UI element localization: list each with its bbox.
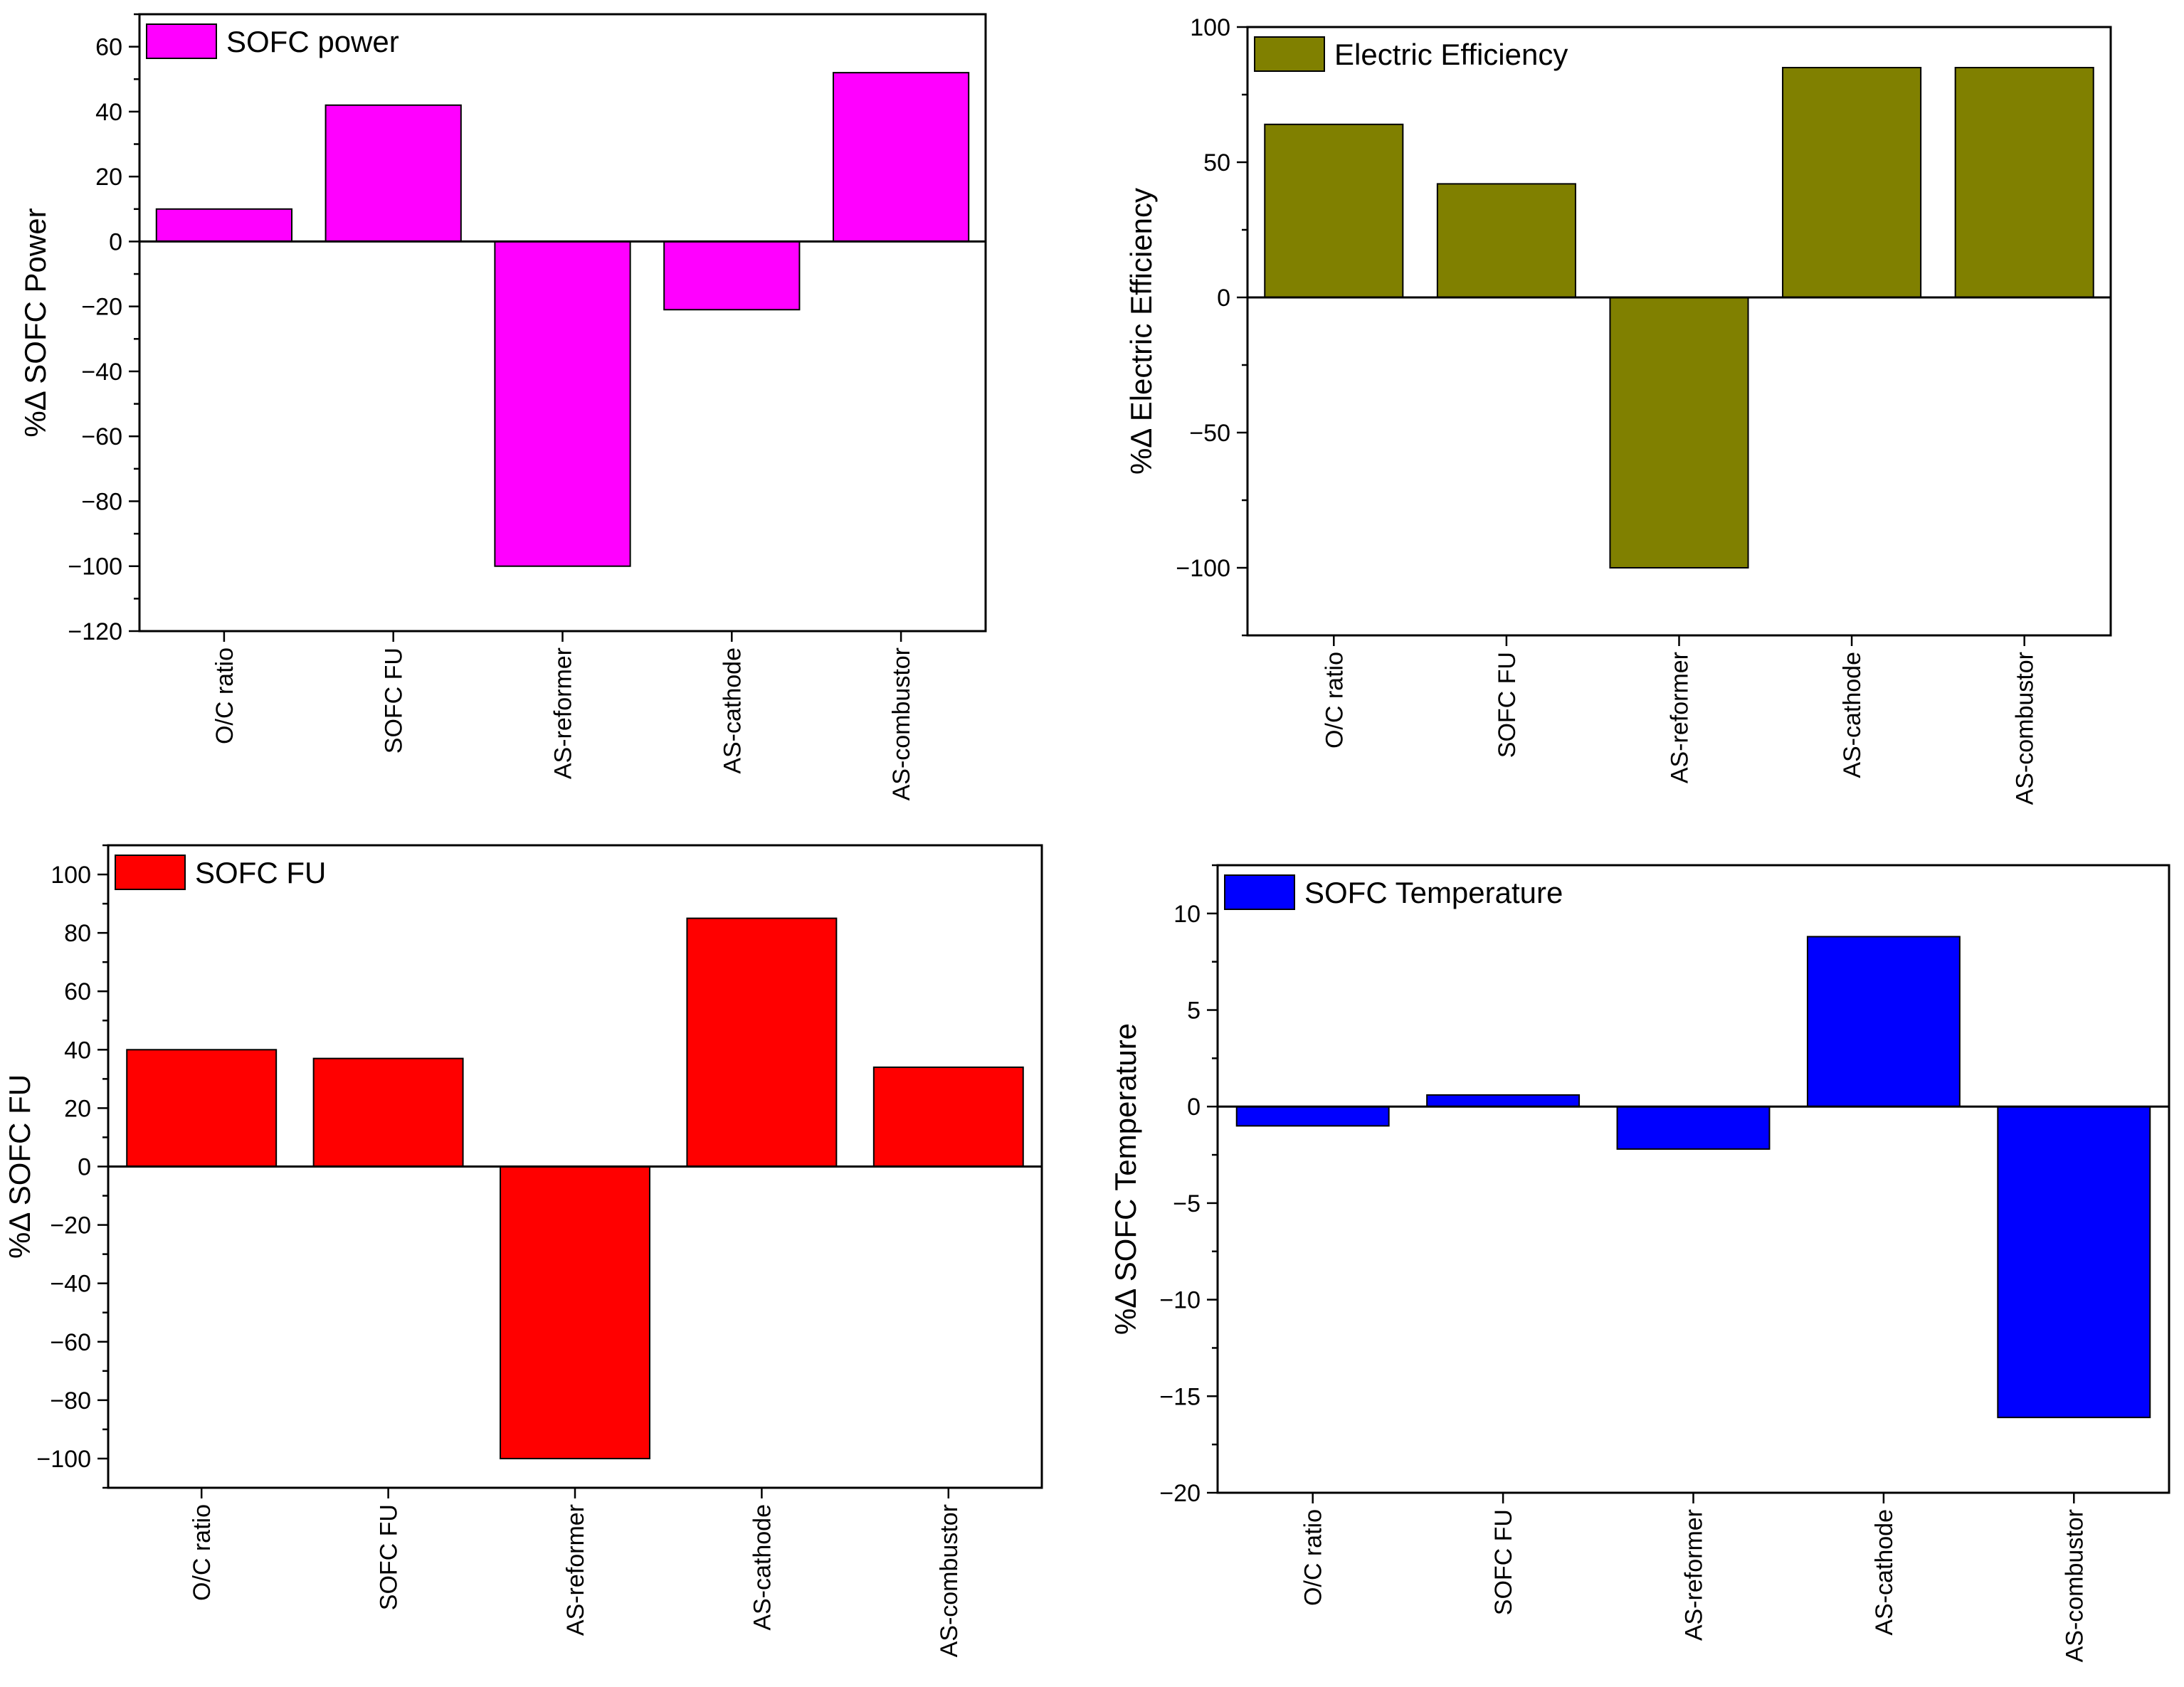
legend-label: Electric Efficiency: [1334, 38, 1568, 71]
y-tick-label: 40: [64, 1037, 91, 1064]
y-tick-label: −50: [1189, 420, 1230, 447]
x-tick-label: SOFC FU: [376, 1504, 403, 1610]
y-tick-label: 100: [51, 862, 91, 889]
y-tick-label: −20: [1159, 1480, 1201, 1507]
legend-swatch: [115, 855, 186, 890]
y-tick-label: −80: [50, 1387, 91, 1414]
x-tick-label: O/C ratio: [1321, 652, 1348, 749]
y-axis-title: %Δ SOFC Temperature: [1109, 1023, 1142, 1335]
x-tick-label: O/C ratio: [211, 647, 238, 744]
bar-as-combustor: [832, 72, 970, 243]
bar-sofc-fu: [325, 104, 462, 243]
y-tick-label: 5: [1187, 998, 1201, 1025]
bar-as-combustor: [872, 1066, 1024, 1168]
y-tick-label: 10: [1173, 901, 1201, 928]
bar-as-cathode: [663, 240, 801, 311]
bar-as-cathode: [1782, 67, 1922, 298]
y-tick-label: 0: [109, 228, 122, 255]
y-tick-label: −60: [50, 1329, 91, 1356]
y-tick-label: −60: [81, 423, 122, 450]
bar-o-c-ratio: [126, 1049, 278, 1168]
bar-as-combustor: [1997, 1106, 2151, 1419]
y-axis-title: %Δ Electric Efficiency: [1124, 188, 1158, 475]
legend-label: SOFC Temperature: [1304, 876, 1563, 909]
y-tick-label: 50: [1203, 149, 1230, 176]
x-tick-label: AS-combustor: [936, 1504, 963, 1657]
x-tick-label: SOFC FU: [381, 647, 408, 753]
x-tick-label: AS-reformer: [1681, 1509, 1708, 1641]
x-tick-label: SOFC FU: [1490, 1509, 1517, 1615]
x-tick-label: AS-cathode: [1871, 1509, 1898, 1636]
y-tick-label: −20: [81, 294, 122, 321]
y-tick-label: −5: [1173, 1190, 1201, 1217]
x-tick-label: AS-reformer: [550, 647, 577, 779]
bar-as-combustor: [1954, 67, 2094, 298]
bar-sofc-fu: [1436, 183, 1576, 298]
x-tick-label: AS-combustor: [2012, 652, 2039, 805]
legend-label: SOFC FU: [195, 856, 326, 889]
legend-swatch: [1254, 36, 1325, 72]
x-tick-label: AS-reformer: [562, 1504, 589, 1636]
chart-panel-4: 10 5 0 −5 −10 −15 −20 O/C ratio SOFC FU AS-reform…: [1109, 864, 2170, 1662]
x-tick-label: AS-combustor: [888, 647, 915, 800]
y-tick-label: 0: [1187, 1094, 1201, 1121]
y-tick-label: −100: [36, 1446, 91, 1473]
y-tick-label: 60: [95, 34, 122, 61]
y-tick-label: 100: [1190, 14, 1230, 41]
bar-as-cathode: [686, 917, 838, 1168]
bar-sofc-fu: [312, 1057, 464, 1168]
y-tick-label: 0: [78, 1154, 91, 1181]
x-tick-label: O/C ratio: [1300, 1509, 1327, 1606]
x-tick-label: AS-reformer: [1667, 652, 1694, 783]
bar-o-c-ratio: [155, 208, 293, 243]
y-tick-label: 60: [64, 978, 91, 1005]
y-axis-title: %Δ SOFC Power: [19, 208, 52, 437]
y-tick-label: −100: [1176, 555, 1230, 582]
y-tick-label: 20: [95, 164, 122, 191]
bar-as-reformer: [500, 1165, 650, 1459]
y-tick-label: −10: [1159, 1287, 1201, 1314]
chart-panel-2: 100 50 0 −50 −100 O/C ratio SOFC FU AS-reformer…: [1124, 14, 2112, 805]
y-tick-label: −80: [81, 488, 122, 515]
y-tick-label: 20: [64, 1095, 91, 1122]
legend-swatch: [146, 23, 217, 59]
y-tick-label: 40: [95, 99, 122, 126]
legend-swatch: [1224, 874, 1295, 910]
bar-o-c-ratio: [1264, 123, 1404, 298]
y-tick-label: −100: [68, 554, 122, 581]
x-tick-label: AS-cathode: [749, 1504, 776, 1631]
bar-as-reformer: [1609, 297, 1749, 568]
y-tick-label: −20: [50, 1212, 91, 1239]
bar-sofc-fu: [1426, 1094, 1581, 1108]
bar-as-reformer: [494, 240, 631, 567]
y-tick-label: 0: [1217, 285, 1230, 312]
y-tick-label: −15: [1159, 1383, 1201, 1410]
y-tick-label: −120: [68, 618, 122, 645]
y-axis-title: %Δ SOFC FU: [3, 1074, 36, 1259]
bar-as-reformer: [1616, 1106, 1771, 1150]
x-tick-label: AS-combustor: [2061, 1509, 2088, 1662]
bar-as-cathode: [1806, 936, 1961, 1108]
legend-label: SOFC power: [226, 25, 399, 58]
x-tick-label: AS-cathode: [719, 647, 746, 774]
y-tick-label: −40: [81, 359, 122, 386]
y-tick-label: −40: [50, 1271, 91, 1298]
x-tick-label: O/C ratio: [189, 1504, 216, 1601]
x-tick-label: AS-cathode: [1839, 652, 1866, 778]
y-tick-label: 80: [64, 920, 91, 947]
bar-o-c-ratio: [1235, 1106, 1390, 1127]
chart-panel-3: 100 80 60 40 20 0 −20 −40 −60 −80 −100 O/C ratio SOF…: [3, 844, 1043, 1657]
x-tick-label: SOFC FU: [1494, 652, 1521, 758]
chart-panel-1: 60 40 20 0 −20 −40 −60 −80 −100 −120 O/C ratio SOFC…: [19, 13, 987, 800]
